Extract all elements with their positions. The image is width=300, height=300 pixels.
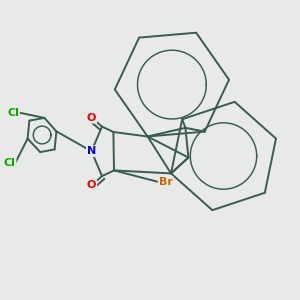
Text: O: O <box>87 112 96 123</box>
Text: Cl: Cl <box>7 107 19 118</box>
Text: Br: Br <box>159 177 172 187</box>
Text: Cl: Cl <box>4 158 16 169</box>
Text: O: O <box>87 180 96 190</box>
Text: N: N <box>87 146 96 156</box>
